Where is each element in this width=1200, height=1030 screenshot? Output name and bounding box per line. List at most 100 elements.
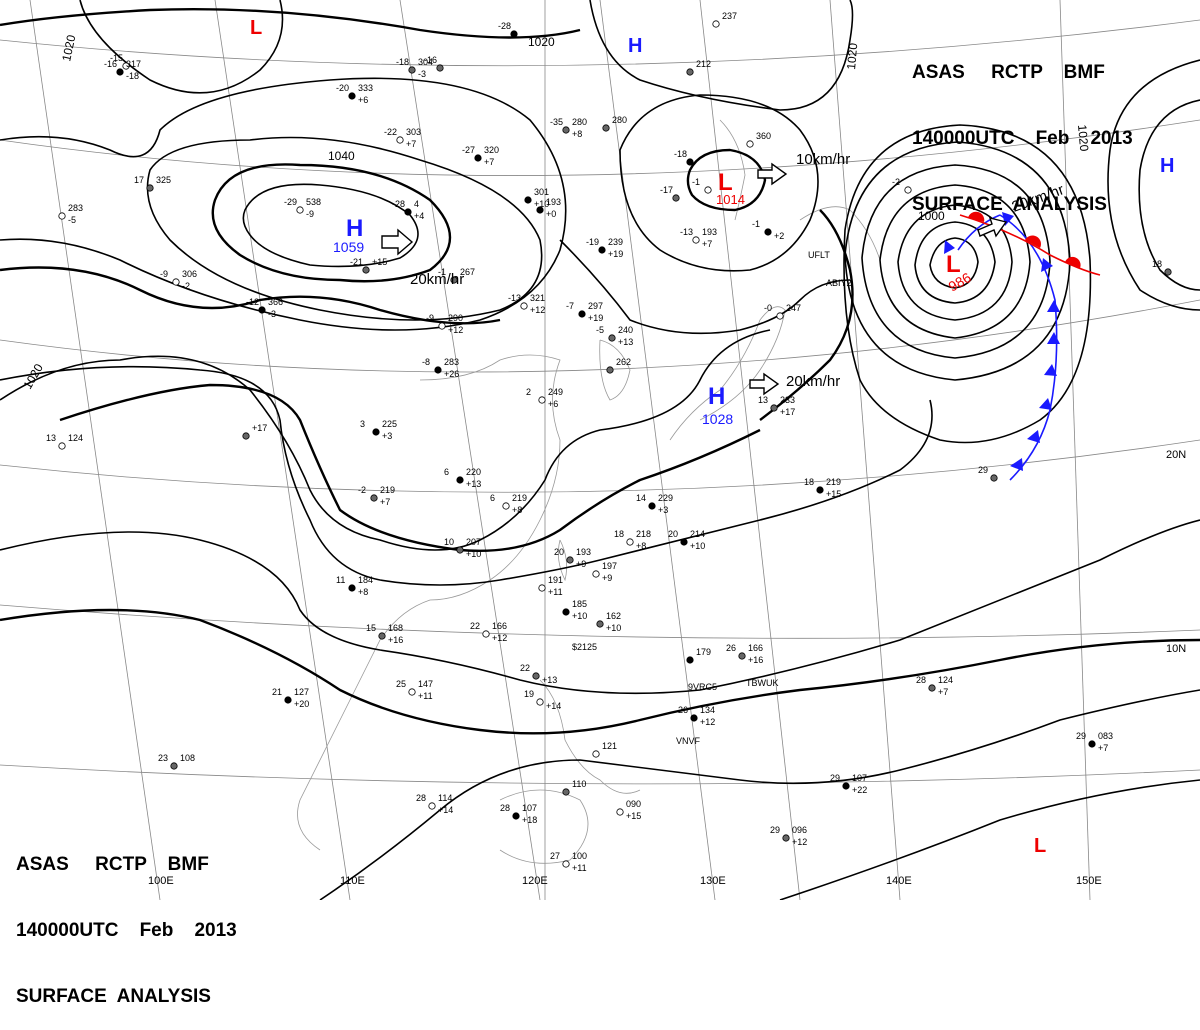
station-pressure: 191	[548, 575, 563, 585]
station-tendency: +13	[466, 479, 481, 489]
station-temperature: -13	[680, 227, 693, 237]
station-tendency: +12	[792, 837, 807, 847]
station-temperature: 18	[804, 477, 814, 487]
station-tendency: +19	[608, 249, 623, 259]
occluded-front-line	[957, 214, 1001, 251]
station-temperature: 23	[158, 753, 168, 763]
station-pressure: 283	[444, 357, 459, 367]
coast-indochina	[297, 639, 381, 851]
station-symbol-icon	[692, 236, 700, 244]
station-symbol-icon	[370, 494, 378, 502]
station-pressure: 107	[852, 773, 867, 783]
station-symbol-icon	[538, 396, 546, 404]
station-pressure: 240	[618, 325, 633, 335]
station-temperature: 25	[396, 679, 406, 689]
station-symbol-icon	[512, 812, 520, 820]
map-header-bottom: ASAS RCTP BMF 140000UTC Feb 2013 SURFACE…	[16, 810, 237, 1030]
arrow-icon	[749, 372, 780, 396]
station-symbol-icon	[592, 570, 600, 578]
station-temperature: 29	[1076, 731, 1086, 741]
station-tendency: +20	[294, 699, 309, 709]
station-temperature: -5	[596, 325, 604, 335]
movement-arrows	[381, 162, 1008, 396]
station-pressure: 179	[696, 647, 711, 657]
header-line-time: 140000UTC Feb 2013	[16, 920, 237, 941]
station-temperature: 15	[366, 623, 376, 633]
station-symbol-icon	[428, 802, 436, 810]
station-tendency: +13	[618, 337, 633, 347]
arrow-icon	[977, 217, 1008, 238]
station-symbol-icon	[408, 688, 416, 696]
station-symbol-icon	[690, 714, 698, 722]
station-temperature: -19	[586, 237, 599, 247]
station-id: TBWUK	[746, 678, 779, 688]
station-pressure: 306	[182, 269, 197, 279]
station-tendency: +10	[690, 541, 705, 551]
station-symbol-icon	[578, 310, 586, 318]
station-symbol-icon	[782, 834, 790, 842]
parallel-0	[0, 764, 1200, 785]
station-tendency: +16	[388, 635, 403, 645]
station-tendency: +19	[588, 313, 603, 323]
station-temperature: -35	[550, 117, 563, 127]
header-line-title: SURFACE ANALYSIS	[16, 986, 211, 1007]
station-temperature: -20	[336, 83, 349, 93]
station-temperature: -1	[752, 219, 760, 229]
header-line-product: ASAS RCTP BMF	[16, 854, 209, 875]
station-pressure: 134	[700, 705, 715, 715]
isobar-1020-northwest	[79, 0, 284, 94]
station-pressure: 218	[636, 529, 651, 539]
station-symbol-icon	[450, 276, 458, 284]
longitude-label: 110E	[340, 875, 365, 887]
isobar-low-986-7	[843, 124, 1092, 444]
station-temperature: 27	[550, 851, 560, 861]
station-pressure: 317	[126, 59, 141, 69]
station-tendency: +13	[542, 675, 557, 685]
station-pressure: +17	[252, 423, 267, 433]
arrow-icon	[757, 162, 788, 186]
isobar-1020-inner	[59, 383, 761, 553]
station-temperature: 20	[668, 529, 678, 539]
isobar-1010-south	[319, 689, 1200, 900]
station-temperature: -29	[284, 197, 297, 207]
isobar-low-986-4	[879, 184, 1031, 339]
station-pressure: 100	[572, 851, 587, 861]
station-pressure: 166	[748, 643, 763, 653]
isobar-east-1020	[1107, 59, 1200, 311]
station-pressure: 096	[792, 825, 807, 835]
station-temperature: 17	[134, 175, 144, 185]
station-pressure: 301	[534, 187, 549, 197]
station-pressure: 114	[438, 793, 452, 803]
station-tendency: +11	[572, 863, 587, 873]
station-temperature: -18	[674, 149, 687, 159]
low-pressure-center: L	[1034, 835, 1046, 857]
isobar-1030-outer	[0, 77, 567, 331]
coast-philippines	[539, 679, 641, 794]
station-symbol-icon	[606, 366, 614, 374]
station-temperature: -8	[422, 357, 430, 367]
high-pressure-center: H	[1160, 155, 1174, 177]
movement-label-l1014: 10km/hr	[796, 151, 850, 168]
station-pressure: 121	[602, 741, 617, 751]
cold-front-triangle	[1047, 300, 1060, 312]
station-tendency: -3	[418, 69, 426, 79]
station-temperature: 22	[520, 663, 530, 673]
station-temperature: -18	[396, 57, 409, 67]
station-symbol-icon	[536, 206, 544, 214]
station-symbol-icon	[396, 136, 404, 144]
station-tendency: +12	[448, 325, 463, 335]
station-pressure: 214	[690, 529, 705, 539]
station-pressure: 333	[358, 83, 373, 93]
station-temperature: 29	[978, 465, 988, 475]
station-symbol-icon	[538, 584, 546, 592]
movement-labels: 20km/hr 10km/hr 20km/hr 20km/hr	[410, 151, 1066, 390]
station-tendency: +3	[658, 505, 668, 515]
low-pressure-center: L	[718, 169, 733, 196]
isobar-label: 1020	[528, 35, 555, 49]
station-pressure: 297	[588, 301, 603, 311]
header-line-time: 140000UTC Feb 2013	[912, 128, 1133, 149]
station-pressure: 212	[696, 59, 711, 69]
map-header-top: ASAS RCTP BMF 140000UTC Feb 2013 SURFACE…	[912, 18, 1133, 238]
station-tendency: +7	[702, 239, 712, 249]
station-temperature: 13	[758, 395, 768, 405]
